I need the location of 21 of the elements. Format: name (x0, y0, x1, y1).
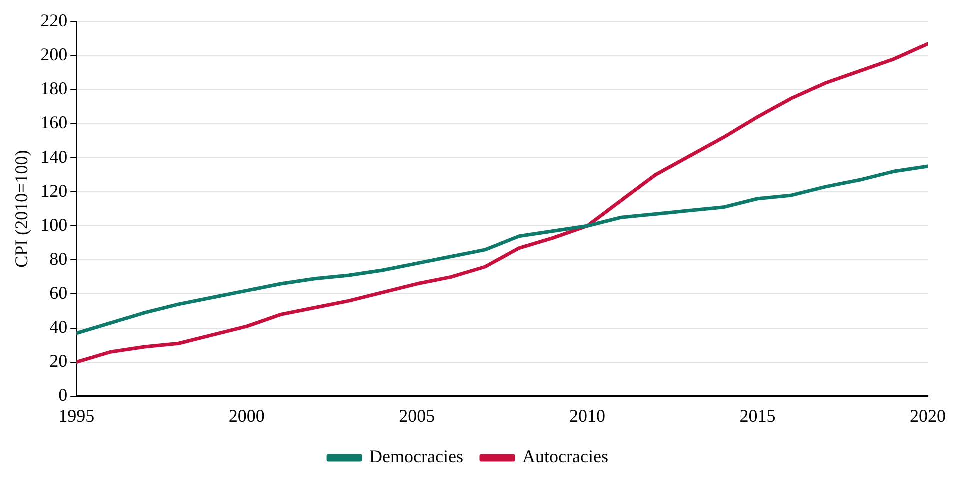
y-tick-label: 120 (40, 180, 68, 201)
x-tick-label: 2015 (740, 406, 776, 426)
y-tick-label: 140 (40, 146, 68, 167)
y-tick-label: 40 (50, 317, 68, 338)
y-tick-label: 180 (40, 78, 68, 99)
y-tick-label: 60 (50, 282, 68, 303)
y-tick-label: 80 (50, 248, 68, 269)
legend-label: Democracies (370, 446, 464, 467)
y-tick-label: 200 (40, 44, 68, 65)
x-tick-label: 2000 (228, 406, 265, 426)
x-tick-label: 1995 (58, 406, 95, 426)
y-tick-label: 20 (50, 351, 68, 372)
y-tick-label: 0 (58, 385, 68, 406)
x-tick-label: 2020 (910, 406, 946, 426)
y-tick-label: 100 (40, 214, 68, 235)
y-axis-title: CPI (2010=100) (12, 150, 32, 268)
y-tick-label: 220 (40, 10, 68, 31)
y-tick-label: 160 (40, 112, 68, 133)
x-tick-label: 2005 (399, 406, 436, 426)
legend-label: Autocracies (522, 446, 608, 467)
x-tick-label: 2010 (569, 406, 606, 426)
